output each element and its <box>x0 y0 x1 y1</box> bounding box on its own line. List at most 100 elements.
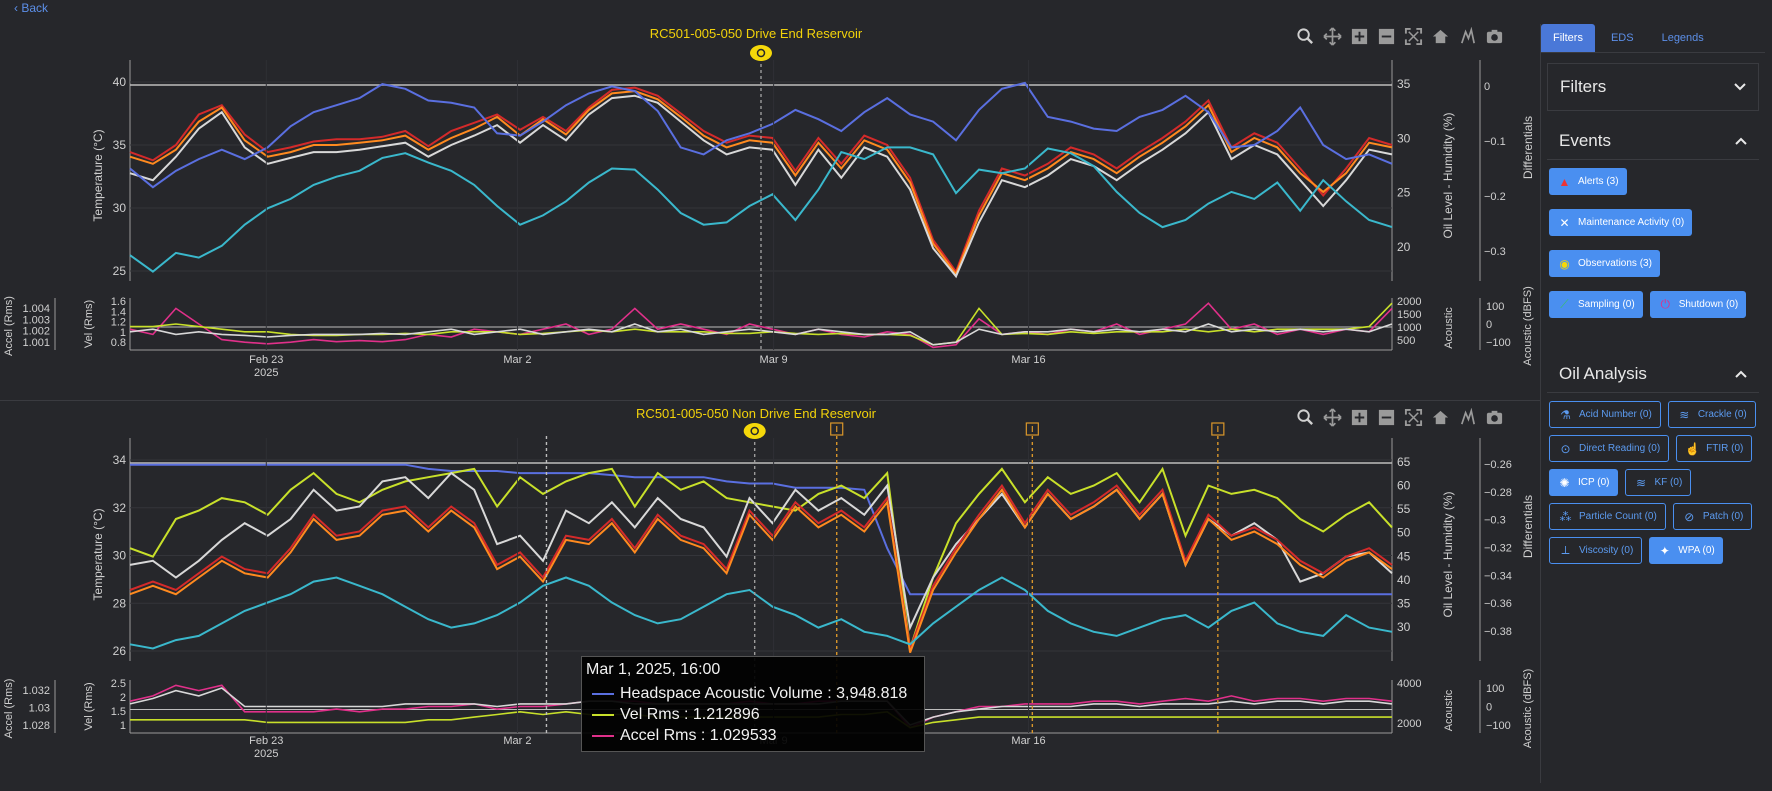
y-tick-label: 26 <box>113 644 127 658</box>
sidebar-tabs: Filters EDS Legends <box>1541 24 1765 53</box>
sub-y0-tick-label: 1.032 <box>22 685 50 697</box>
alert-icon: ▲ <box>1558 174 1571 189</box>
zoom-in-icon[interactable] <box>1349 26 1370 47</box>
tab-eds[interactable]: EDS <box>1610 32 1634 44</box>
sub-y-tick-label: 1 <box>120 327 126 339</box>
y3-tick-label: −0.26 <box>1484 459 1512 471</box>
back-link[interactable]: ‹ Back <box>14 1 49 15</box>
zoom-out-icon[interactable] <box>1376 26 1397 47</box>
sub-y-tick-label: 1 <box>120 720 126 732</box>
zoom-out-icon[interactable] <box>1376 407 1397 428</box>
sub-y-axis-label: Vel (Rms) <box>83 300 95 348</box>
filter-button-direct-reading[interactable]: ⊙ Direct Reading (0) <box>1549 435 1670 462</box>
filter-button-label: Direct Reading (0) <box>1579 443 1661 454</box>
camera-icon[interactable] <box>1484 407 1505 428</box>
icp-icon: ✺ <box>1559 475 1570 490</box>
x-tick-label: Mar 16 <box>1011 354 1045 366</box>
filter-button-patch[interactable]: ⊘ Patch (0) <box>1672 503 1753 530</box>
events-title: Events <box>1559 131 1611 150</box>
series-line-blue <box>129 81 1393 189</box>
filter-button-label: Sampling (0) <box>1578 299 1635 310</box>
filter-button-label: Particle Count (0) <box>1579 511 1657 522</box>
oil-analysis-section-toggle[interactable]: Oil Analysis <box>1547 356 1759 393</box>
y2-tick-label: 20 <box>1397 240 1411 254</box>
events-section-toggle[interactable]: Events <box>1547 123 1759 160</box>
y3-axis-label: Differentials <box>1521 495 1535 558</box>
sub-y-tick-label: 1.5 <box>111 706 126 718</box>
back-label: Back <box>21 1 49 15</box>
viscosity-icon: ⟂ <box>1561 543 1570 557</box>
filter-button-particle[interactable]: ⁂ Particle Count (0) <box>1549 503 1666 530</box>
y3-tick-label: −0.32 <box>1484 543 1512 555</box>
y-tick-label: 30 <box>113 201 127 215</box>
sub-y-tick-label: 1.2 <box>111 317 126 329</box>
filter-button-eye[interactable]: ◉ Observations (3) <box>1549 250 1660 277</box>
tooltip-row-label: Headspace Acoustic Volume : 3,948.818 <box>620 684 908 702</box>
observation-marker-pupil <box>756 48 766 58</box>
filter-button-sampling[interactable]: ⟋ Sampling (0) <box>1549 291 1643 318</box>
filter-button-wpa[interactable]: ✦ WPA (0) <box>1649 537 1723 564</box>
camera-icon[interactable] <box>1484 26 1505 47</box>
filter-button-tools[interactable]: ✕ Maintenance Activity (0) <box>1549 209 1693 236</box>
y-axis-label: Temperature (°C) <box>91 508 105 600</box>
filter-button-crackle[interactable]: ≋ Crackle (0) <box>1667 401 1756 428</box>
zoom-in-icon[interactable] <box>1349 407 1370 428</box>
home-icon[interactable] <box>1430 407 1451 428</box>
shutdown-icon: ⏻ <box>1660 297 1670 311</box>
tooltip-swatch <box>592 734 614 737</box>
spike-icon[interactable] <box>1457 407 1478 428</box>
sub-y3-tick-label: 0 <box>1486 702 1492 714</box>
tooltip-row: Vel Rms : 1.212896 <box>586 704 924 725</box>
filter-button-kf[interactable]: ≋ KF (0) <box>1624 469 1692 496</box>
tab-filters[interactable]: Filters <box>1541 24 1595 52</box>
filter-button-acid[interactable]: ⚗ Acid Number (0) <box>1549 401 1661 428</box>
sub-y-tick-label: 1.6 <box>111 296 126 308</box>
sidebar: Filters EDS Legends Filters Events ▲ Aler… <box>1540 24 1765 783</box>
autoscale-icon[interactable] <box>1403 407 1424 428</box>
y3-tick-label: −0.2 <box>1484 191 1506 203</box>
tooltip-row-label: Vel Rms : 1.212896 <box>620 705 760 723</box>
chart-divider <box>0 400 1540 401</box>
series-line-cyan <box>129 576 1393 650</box>
zoom-icon[interactable] <box>1295 407 1316 428</box>
x-tick-label: Mar 2 <box>503 354 531 366</box>
filters-title: Filters <box>1560 77 1607 96</box>
observation-marker-icon <box>750 45 772 61</box>
oil-analysis-buttons: ⚗ Acid Number (0) ≋ Crackle (0) ⊙ Direct Read… <box>1541 393 1765 564</box>
home-icon[interactable] <box>1430 26 1451 47</box>
filter-button-label: FTIR (0) <box>1706 443 1744 454</box>
filter-button-icp[interactable]: ✺ ICP (0) <box>1549 469 1618 496</box>
pan-icon[interactable] <box>1322 407 1343 428</box>
filter-button-label: Patch (0) <box>1702 511 1744 522</box>
filter-button-label: WPA (0) <box>1678 545 1715 556</box>
y2-axis-label: Oil Level - Humidity (%) <box>1441 491 1455 617</box>
y-tick-label: 30 <box>113 549 127 563</box>
patch-icon: ⊘ <box>1684 509 1695 524</box>
y-axis-label: Temperature (°C) <box>91 129 105 221</box>
filter-button-label: ICP (0) <box>1578 477 1610 488</box>
series-line-orange <box>129 488 1393 653</box>
sub-y-tick-label: 2.5 <box>111 678 126 690</box>
y-tick-label: 32 <box>113 501 127 515</box>
spike-icon[interactable] <box>1457 26 1478 47</box>
pan-icon[interactable] <box>1322 26 1343 47</box>
filters-section-toggle[interactable]: Filters <box>1547 63 1759 111</box>
autoscale-icon[interactable] <box>1403 26 1424 47</box>
filter-button-label: Viscosity (0) <box>1579 545 1634 556</box>
x-tick-label: Mar 2 <box>503 735 531 747</box>
crackle-icon: ≋ <box>1679 407 1690 422</box>
filter-button-viscosity[interactable]: ⟂ Viscosity (0) <box>1549 537 1643 564</box>
y2-tick-label: 65 <box>1397 455 1411 469</box>
chevron-up-icon <box>1735 137 1747 145</box>
sub-y0-tick-label: 1.004 <box>22 303 50 315</box>
tab-legends[interactable]: Legends <box>1661 32 1704 44</box>
filter-button-alert[interactable]: ▲ Alerts (3) <box>1549 168 1627 195</box>
x-tick-label: Feb 23 <box>249 735 283 747</box>
sub-y-tick-label: 2 <box>120 692 126 704</box>
zoom-icon[interactable] <box>1295 26 1316 47</box>
filter-button-shutdown[interactable]: ⏻ Shutdown (0) <box>1649 291 1747 318</box>
sub-series-line-yellow <box>130 302 1393 346</box>
filter-button-ftir[interactable]: ☝ FTIR (0) <box>1676 435 1753 462</box>
sub-y0-tick-label: 1.001 <box>22 337 50 349</box>
y2-tick-label: 45 <box>1397 549 1411 563</box>
